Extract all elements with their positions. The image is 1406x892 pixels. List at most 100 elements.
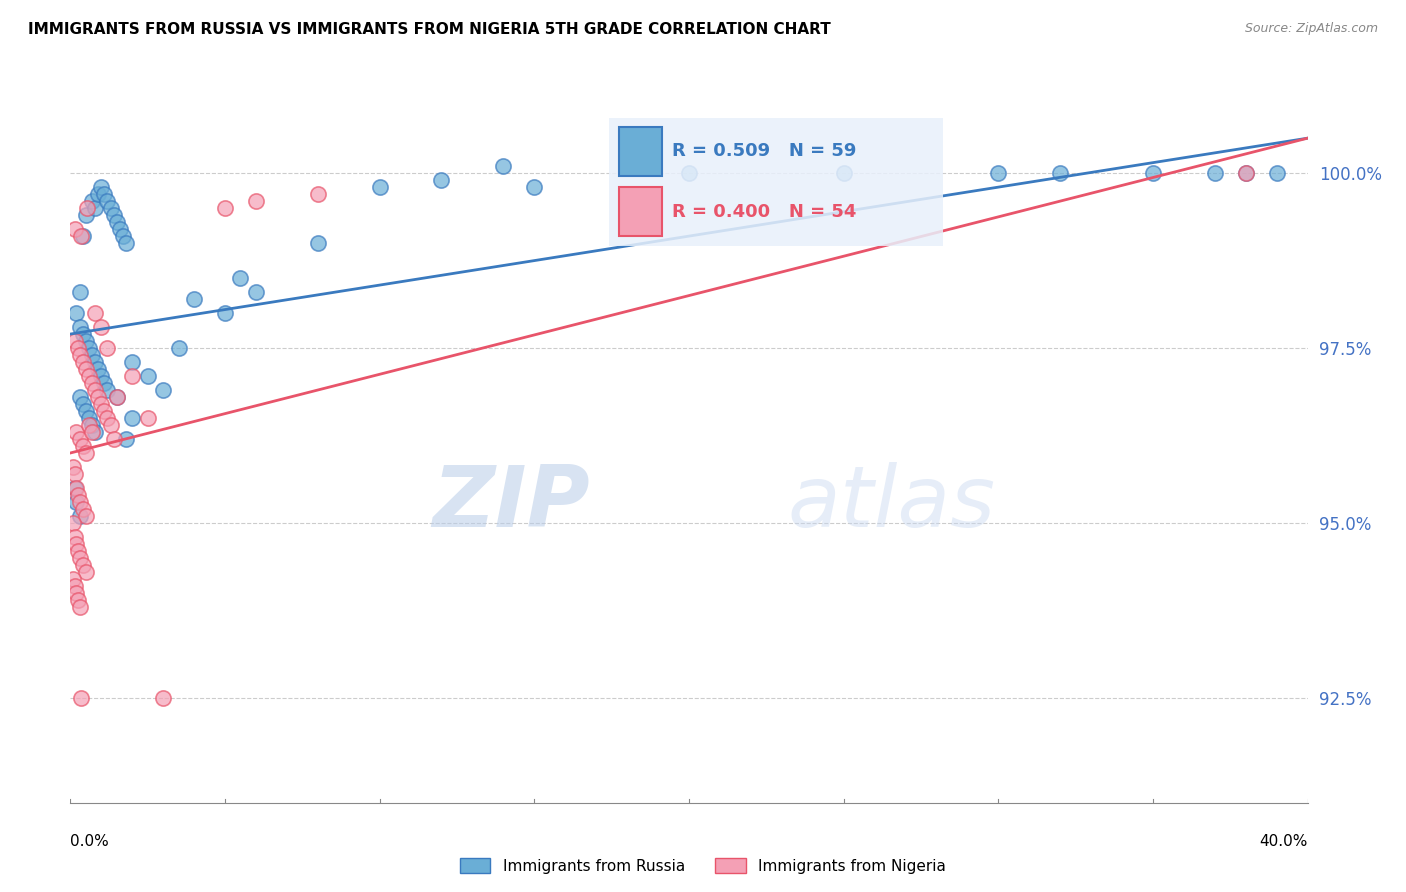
Point [77,417,100,432]
Point [69,508,91,523]
Point [93,376,115,390]
Point [105,390,128,404]
Point [1142,166,1164,180]
Point [96,383,118,397]
Point [136,369,159,384]
Point [93,404,115,418]
Point [115,432,138,446]
Point [214,306,236,320]
Point [72,439,94,453]
Point [69,599,91,614]
Point [75,565,97,579]
Point [63,481,86,495]
Point [1234,166,1257,180]
Point [69,320,91,334]
Point [214,201,236,215]
Point [987,166,1010,180]
Point [62,516,84,530]
Point [87,187,110,202]
Point [65,481,87,495]
Point [69,432,91,446]
Point [75,404,97,418]
Point [80,348,103,362]
Text: 40.0%: 40.0% [1260,834,1308,849]
Point [245,285,267,299]
Point [90,397,112,411]
Point [492,159,515,173]
Point [75,508,97,523]
Text: R = 0.509   N = 59: R = 0.509 N = 59 [672,142,856,161]
Point [87,362,110,376]
Point [80,417,103,432]
Point [77,341,100,355]
Text: atlas: atlas [787,461,995,545]
Point [229,271,252,285]
Point [80,425,103,439]
Point [84,201,107,215]
Point [77,369,100,384]
Point [70,690,93,705]
Point [90,180,112,194]
Point [96,411,118,425]
Point [105,215,128,229]
Text: IMMIGRANTS FROM RUSSIA VS IMMIGRANTS FROM NIGERIA 5TH GRADE CORRELATION CHART: IMMIGRANTS FROM RUSSIA VS IMMIGRANTS FRO… [28,22,831,37]
Point [65,586,87,600]
Text: 0.0%: 0.0% [70,834,110,849]
Point [63,334,86,348]
Point [103,432,125,446]
Point [152,690,174,705]
Point [1204,166,1226,180]
Point [87,390,110,404]
Point [67,488,90,502]
Point [72,397,94,411]
Point [121,369,143,384]
Point [121,355,143,369]
Point [76,201,98,215]
Point [62,572,84,586]
Point [65,306,87,320]
Bar [619,127,662,176]
Point [69,285,91,299]
Point [523,180,546,194]
Point [96,194,118,208]
Point [1234,166,1257,180]
Text: Source: ZipAtlas.com: Source: ZipAtlas.com [1244,22,1378,36]
Point [69,495,91,509]
Point [75,446,97,460]
Point [63,530,86,544]
Point [65,425,87,439]
Point [93,187,115,202]
Point [832,166,855,180]
Point [63,467,86,481]
Point [69,550,91,565]
Point [84,355,107,369]
Point [103,208,125,222]
Legend: Immigrants from Russia, Immigrants from Nigeria: Immigrants from Russia, Immigrants from … [454,852,952,880]
Point [115,236,138,251]
Point [678,166,700,180]
Point [245,194,267,208]
Bar [619,187,662,235]
Point [67,593,90,607]
Point [72,558,94,572]
Point [72,502,94,516]
Text: ZIP: ZIP [432,461,591,545]
Point [65,537,87,551]
Point [121,411,143,425]
Point [72,327,94,342]
Point [1265,166,1288,180]
Point [84,425,107,439]
Point [84,306,107,320]
Point [69,390,91,404]
Point [80,194,103,208]
Point [1049,166,1071,180]
Point [430,173,453,187]
Point [111,229,134,244]
Point [90,369,112,384]
Point [62,460,84,475]
Point [70,229,93,244]
Point [105,390,128,404]
Point [80,376,103,390]
Point [67,544,90,558]
Point [77,411,100,425]
